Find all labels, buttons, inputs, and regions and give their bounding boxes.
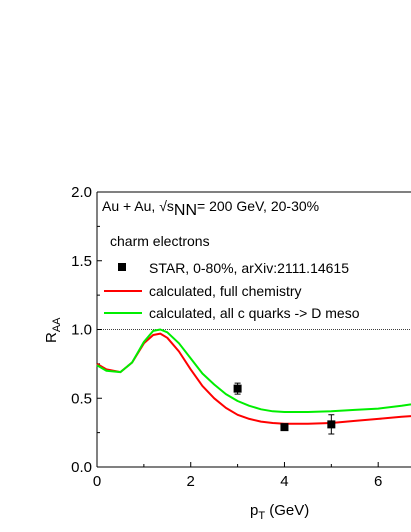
y-axis-title-sub: AA: [51, 317, 63, 332]
legend-marker-star: [118, 263, 126, 271]
series-line-2: [96, 328, 411, 413]
chart-subtitle: charm electrons: [110, 233, 210, 249]
y-tick-label: 2.0: [71, 184, 92, 201]
x-axis-title-main: p: [250, 502, 258, 519]
legend-label-star: STAR, 0-80%, arXiv:2111.14615: [149, 260, 349, 276]
x-tick-label: 4: [280, 473, 288, 490]
x-tick-label: 0: [93, 473, 101, 490]
x-axis-title-unit: (GeV): [265, 502, 309, 519]
y-axis-title-main: R: [43, 332, 60, 343]
legend: STAR, 0-80%, arXiv:2111.14615 calculated…: [104, 260, 360, 321]
collision-system-prefix: Au + Au, √s: [102, 198, 174, 214]
y-tick-label: 0.5: [71, 390, 92, 407]
legend-label-d-meson: calculated, all c quarks -> D meso: [149, 305, 360, 321]
y-tick-label: 0.0: [71, 459, 92, 476]
legend-label-full-chemistry: calculated, full chemistry: [149, 283, 302, 299]
data-point-marker: [280, 423, 289, 432]
y-axis-title: RAA: [43, 317, 63, 343]
collision-system-sub: NN: [174, 202, 197, 219]
y-tick-label: 1.5: [71, 253, 92, 270]
collision-system-label: Au + Au, √sNN= 200 GeV, 20-30%: [102, 198, 319, 219]
x-axis-title-sub: T: [258, 510, 265, 522]
y-tick-label: 1.0: [71, 322, 92, 339]
collision-system-suffix: = 200 GeV, 20-30%: [197, 198, 319, 214]
x-tick-label: 2: [187, 473, 195, 490]
x-axis-title: pT (GeV): [250, 502, 309, 522]
data-point-marker: [327, 420, 336, 429]
x-tick-label: 6: [374, 473, 382, 490]
data-point-marker: [233, 384, 242, 393]
